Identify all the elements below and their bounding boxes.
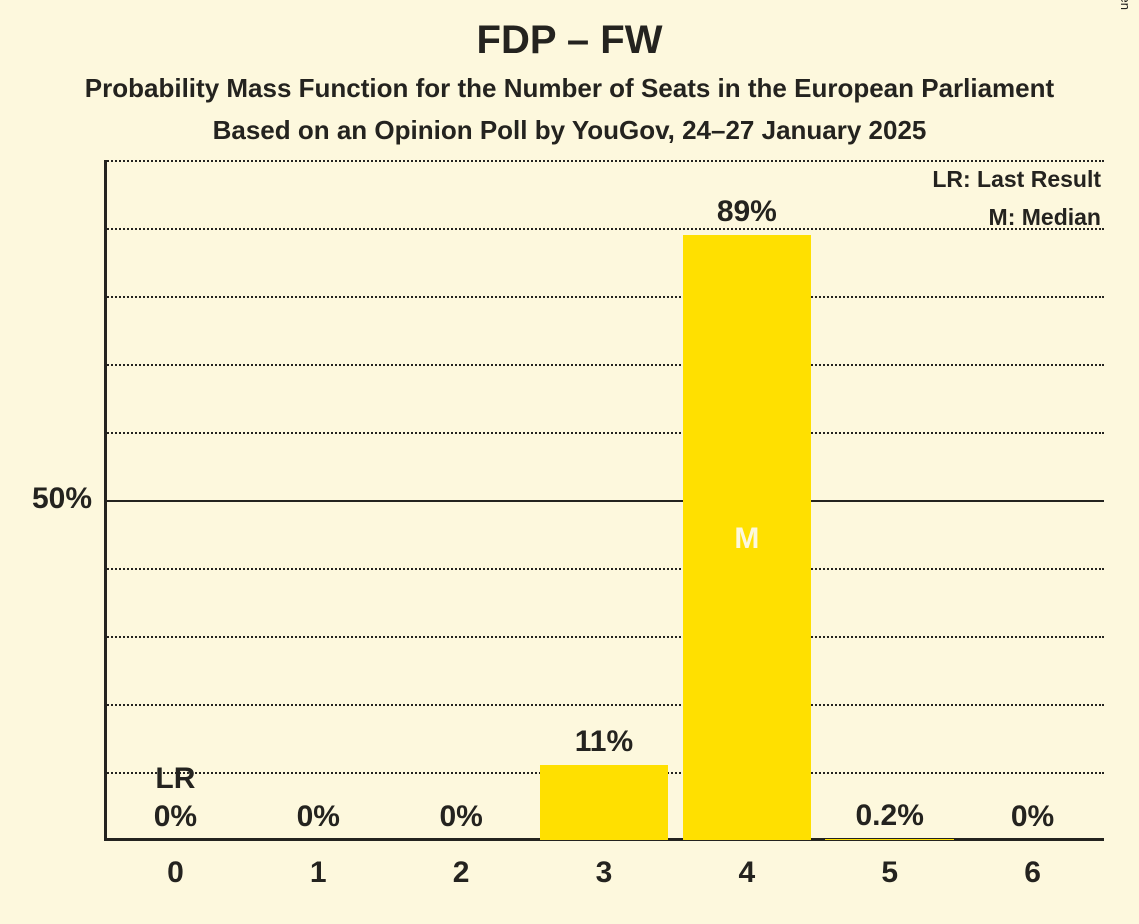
bar-value-label: 0% (247, 800, 390, 834)
bar-value-label: 11% (533, 725, 676, 759)
bar-value-label: 0.2% (818, 799, 961, 833)
gridline (104, 704, 1104, 706)
gridline (104, 296, 1104, 298)
gridline (104, 568, 1104, 570)
gridline (104, 636, 1104, 638)
bar (825, 839, 954, 840)
x-tick-label: 3 (533, 856, 676, 890)
bar-annotation: LR (104, 762, 247, 796)
chart-subtitle-1: Probability Mass Function for the Number… (0, 73, 1139, 104)
gridline (104, 364, 1104, 366)
gridline (104, 432, 1104, 434)
x-tick-label: 5 (818, 856, 961, 890)
bar-annotation: M (675, 522, 818, 556)
x-tick-label: 0 (104, 856, 247, 890)
bar-value-label: 0% (390, 800, 533, 834)
chart-plot-area: 50%0%00%10%211%389%40.2%50%6LRM (104, 160, 1104, 840)
bar-value-label: 0% (961, 800, 1104, 834)
bar-value-label: 89% (675, 195, 818, 229)
bar (540, 765, 669, 840)
gridline (104, 500, 1104, 502)
chart-subtitle-2: Based on an Opinion Poll by YouGov, 24–2… (0, 115, 1139, 146)
x-tick-label: 6 (961, 856, 1104, 890)
gridline (104, 160, 1104, 162)
copyright-text: © 2025 Filip van Laenen (1118, 0, 1133, 10)
gridline (104, 228, 1104, 230)
chart-title: FDP – FW (0, 18, 1139, 63)
x-tick-label: 2 (390, 856, 533, 890)
x-tick-label: 1 (247, 856, 390, 890)
x-tick-label: 4 (675, 856, 818, 890)
bar-value-label: 0% (104, 800, 247, 834)
y-axis-label: 50% (0, 482, 92, 516)
y-axis (104, 160, 107, 840)
